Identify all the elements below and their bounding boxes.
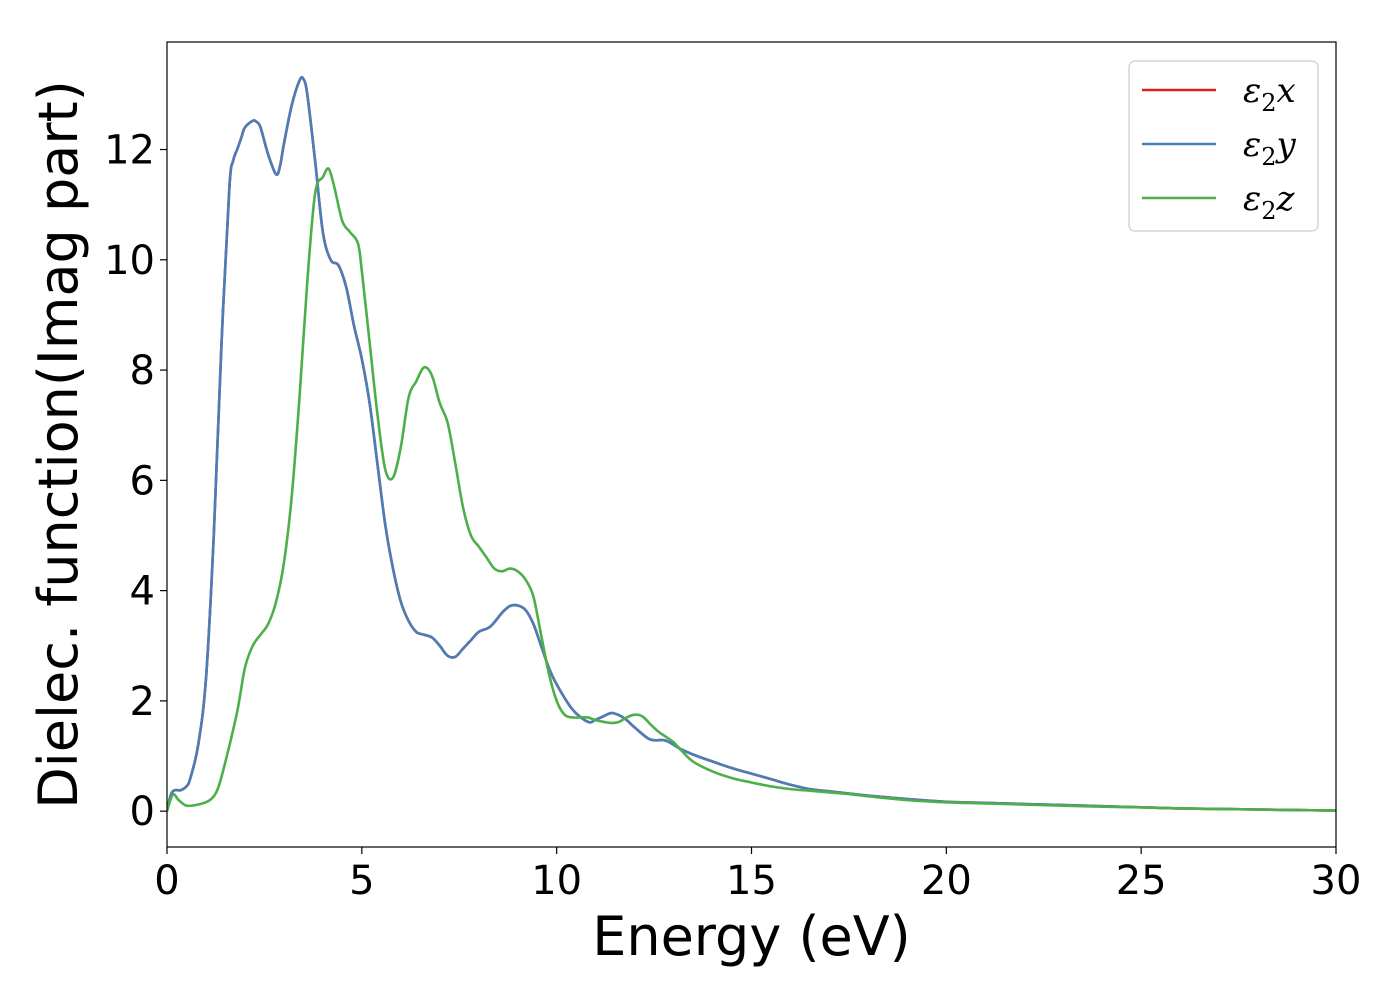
legend-label-z: ε2z <box>1243 179 1296 225</box>
series-layer <box>167 75 1336 812</box>
y-tick-label: 8 <box>130 348 155 394</box>
legend: ε2x ε2y ε2z <box>1128 60 1319 232</box>
y-tick-label: 2 <box>130 679 155 725</box>
series-line-z <box>167 167 1336 812</box>
x-tick-label: 30 <box>1311 858 1362 904</box>
y-tick-label: 0 <box>130 789 155 835</box>
x-tick-label: 10 <box>531 858 582 904</box>
x-axis-label: Energy (eV) <box>592 905 911 968</box>
legend-label-x: ε2x <box>1243 71 1296 117</box>
x-tick-label: 0 <box>154 858 179 904</box>
y-axis-label: Dielec. function(Imag part) <box>27 80 90 809</box>
y-tick-label: 6 <box>130 458 155 504</box>
y-tick-label: 10 <box>104 238 155 284</box>
series-line-y <box>167 75 1336 812</box>
x-tick-label: 25 <box>1116 858 1167 904</box>
legend-box <box>1128 60 1319 232</box>
y-axis: 0 2 4 6 8 10 12 <box>104 128 167 835</box>
x-tick-label: 5 <box>349 858 374 904</box>
x-axis: 0 5 10 15 20 25 30 <box>154 847 1361 904</box>
legend-label-y: ε2y <box>1243 125 1297 171</box>
y-tick-label: 12 <box>104 128 155 174</box>
x-tick-label: 15 <box>726 858 777 904</box>
x-tick-label: 20 <box>921 858 972 904</box>
y-tick-label: 4 <box>130 569 155 615</box>
